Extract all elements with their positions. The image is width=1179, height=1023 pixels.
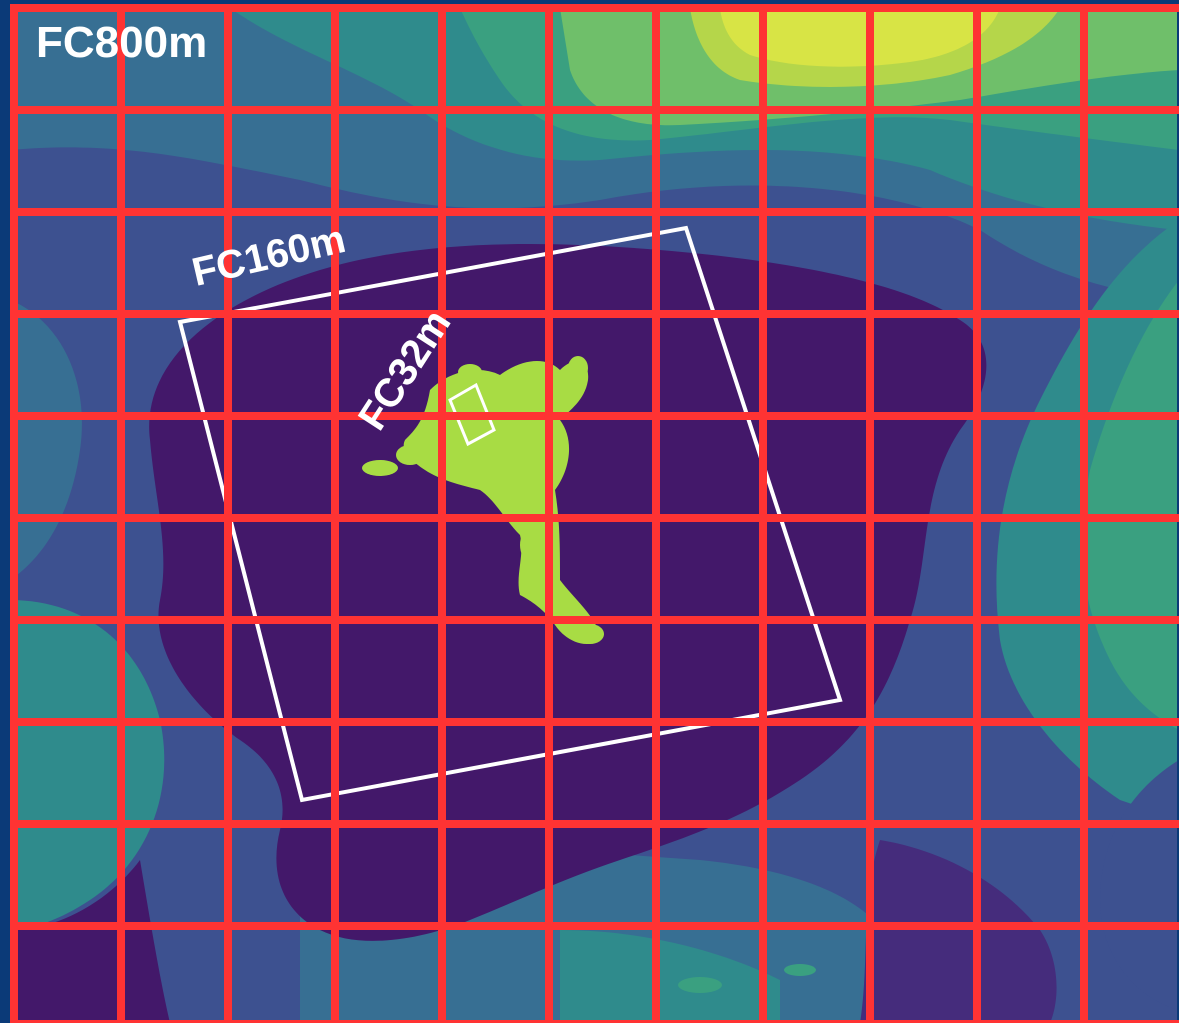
grid-line-horizontal (10, 310, 1179, 318)
grid-overlay (10, 4, 1179, 1023)
grid-line-horizontal (10, 514, 1179, 522)
grid-line-horizontal (10, 1020, 1179, 1023)
islet (784, 964, 816, 976)
grid-line-horizontal (10, 718, 1179, 726)
grid-line-horizontal (10, 4, 1179, 12)
shelf-region-yellow (720, 8, 1000, 67)
islet (678, 977, 722, 993)
domain-label-fc800m: FC800m (36, 18, 208, 67)
west-region-teal (10, 300, 82, 580)
southwest-deep (10, 860, 170, 1023)
domain-outline-fc160m (177, 225, 843, 803)
grid-line-horizontal (10, 616, 1179, 624)
grid-line-horizontal (10, 412, 1179, 420)
south-region-green-teal (560, 930, 780, 1023)
grid-line-horizontal (10, 820, 1179, 828)
grid-line-horizontal (10, 922, 1179, 930)
grid-line-horizontal (10, 208, 1179, 216)
grid-line-horizontal (10, 106, 1179, 114)
southeast-deep (860, 840, 1057, 1023)
southwest-region-teal (10, 600, 165, 930)
domain-outline-fc32m (448, 382, 496, 447)
